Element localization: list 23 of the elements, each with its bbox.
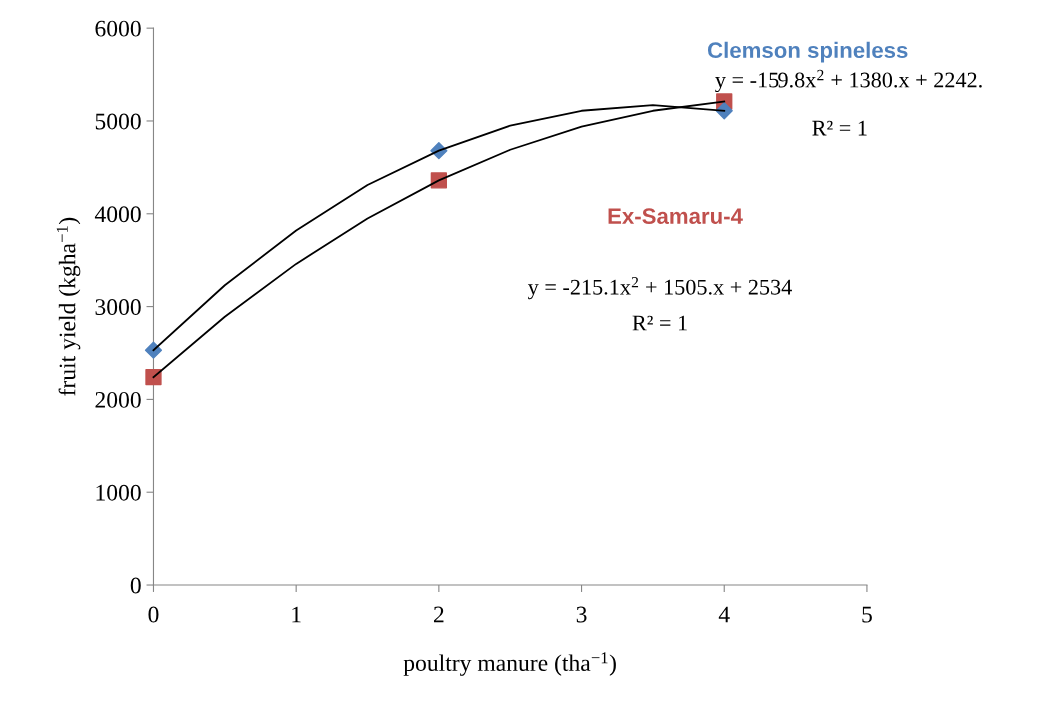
annotation: y = -215.1x$^{2}$ + 1505.x + 2534 [527,276,792,300]
y-tick-label: 6000 [95,20,141,37]
text: Ex-Samaru-4 [608,208,743,225]
x-tick-label: 1 [292,606,301,623]
x-tick-label: 4 [718,606,730,623]
x-tick-label: 2 [433,606,444,623]
y-tick-label: 3000 [95,299,141,316]
series-label: Clemson spineless [707,41,908,63]
x-tick-label: 0 [148,606,159,623]
y-tick-label: 4000 [94,206,141,223]
point [145,368,162,386]
annotation: y = -159.8x$^{2}$ + 1380.x + 2242. [715,69,982,93]
y-tick-label: 0 [130,577,141,594]
x-tick-label: 3 [576,606,587,623]
x-axis-title: poultry manure (tha$^{−1}$) [403,652,616,676]
y-axis-title: fruit yield (kgha$^{−1}$) [56,217,81,396]
point [144,341,163,359]
y-tick-label: 1000 [96,484,141,501]
annotation: R² = 1 [632,315,687,331]
annotation: R² = 1 [812,120,867,136]
x-tick-label: 5 [862,606,872,623]
y-tick-label: 5000 [95,113,141,130]
y-tick-label: 2000 [95,391,141,408]
